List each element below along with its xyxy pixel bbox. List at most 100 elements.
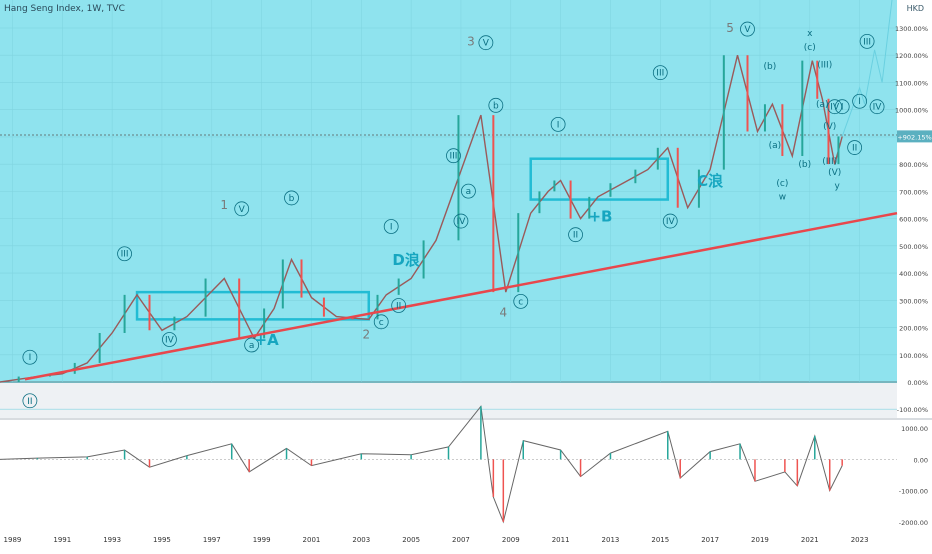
y-tick-label: 800.00% <box>899 161 928 169</box>
wave-label: +A <box>255 331 280 349</box>
x-tick-label: 1997 <box>203 536 221 544</box>
wave-label: II <box>27 397 32 407</box>
wave-label-circle <box>827 99 843 115</box>
wave-label: (a) <box>816 100 829 110</box>
y-tick-label: 1300.00% <box>895 25 928 33</box>
indicator-y-tick-label: -1000.00 <box>899 488 928 496</box>
wave-label: V <box>483 39 490 49</box>
wave-label: 1 <box>220 198 228 212</box>
series-layer <box>0 0 893 383</box>
wave-label-circle <box>869 99 885 115</box>
wave-label: IV <box>165 336 175 346</box>
indicator-series-line <box>0 405 843 524</box>
channel-layer <box>135 157 670 321</box>
last-value-badge-text: +902.15% <box>897 133 931 141</box>
wave-label: 4 <box>499 306 507 320</box>
wave-label: (b) <box>764 62 777 72</box>
wave-label: c <box>518 297 523 307</box>
wave-label: IV <box>666 217 676 227</box>
x-tick-label: 2019 <box>751 536 769 544</box>
wave-channel-box <box>529 157 670 201</box>
wave-label-circle <box>652 65 668 81</box>
wave-label-circle <box>22 393 38 409</box>
x-tick-label: 2021 <box>801 536 819 544</box>
plot-lower-band <box>0 383 897 418</box>
y-tick-label: 1100.00% <box>895 79 928 87</box>
wave-label-circle <box>513 293 529 309</box>
x-tick-label: 1989 <box>4 536 22 544</box>
wave-label-circle <box>117 246 132 262</box>
currency-label: HKD <box>906 4 924 13</box>
x-tick-label: 2003 <box>352 536 370 544</box>
wave-label: (III) <box>817 60 832 70</box>
support-trendline <box>24 211 898 381</box>
y-tick-label: -100.00% <box>897 406 928 414</box>
x-tick-label: 2015 <box>651 536 669 544</box>
wave-label: (c) <box>804 43 816 53</box>
x-axis: 1989 1991 1993 1995 1997 1999 2001 2003 2005 2007… <box>4 536 869 544</box>
indicator-background <box>0 420 897 525</box>
indicator-y-tick-label: 1000.00 <box>901 425 928 433</box>
wave-label: b <box>493 101 499 111</box>
wave-label: V <box>744 25 751 35</box>
x-tick-label: 2007 <box>452 536 470 544</box>
wave-label: II <box>396 301 401 311</box>
wave-label: x <box>807 29 813 39</box>
projection-path <box>841 0 893 137</box>
wave-label: I <box>557 120 560 130</box>
last-value-badge-bg <box>897 130 932 143</box>
wave-label: w <box>779 193 786 203</box>
wave-label: III <box>863 37 871 47</box>
y-tick-label: 100.00% <box>899 352 928 360</box>
wave-label: I <box>858 97 861 107</box>
y-tick-label: 0.00% <box>907 379 928 387</box>
wave-label-circle <box>662 213 678 229</box>
wave-label: III <box>656 69 664 79</box>
wave-label-circle <box>162 332 177 347</box>
wave-channel-box <box>135 290 371 321</box>
y-tick-label: 600.00% <box>899 216 928 224</box>
wave-label: III <box>449 152 457 162</box>
axis-background <box>897 0 932 550</box>
x-tick-label: 2009 <box>502 536 520 544</box>
wave-label: a <box>249 341 255 351</box>
wave-label: y <box>835 182 841 192</box>
wave-label-circle <box>859 33 875 49</box>
y-tick-label: 200.00% <box>899 325 928 333</box>
y-tick-label: 700.00% <box>899 188 928 196</box>
wave-label: (b) <box>798 160 811 170</box>
wave-label-circle <box>847 140 863 155</box>
wave-label-circle <box>373 314 389 330</box>
wave-label-circle <box>284 190 299 206</box>
y-axis: 1300.00%1200.00%1100.00%1000.00%900.00%8… <box>895 25 928 414</box>
wave-label: c <box>379 318 384 328</box>
wave-label-circle <box>446 148 461 164</box>
wave-label: 2 <box>362 327 370 341</box>
last-value-badge: +902.15% <box>897 130 932 143</box>
wave-label-circle <box>740 21 755 37</box>
wave-label: IV <box>873 103 883 113</box>
wave-label: (V) <box>823 122 836 132</box>
wave-label-circle <box>834 99 850 115</box>
wave-label: I <box>841 103 844 113</box>
wave-label-circle <box>234 201 250 217</box>
wave-label: a <box>466 187 472 197</box>
trendline-layer <box>24 211 898 381</box>
wave-label-circle <box>453 213 469 229</box>
x-tick-label: 2023 <box>851 536 869 544</box>
wave-label-circle <box>478 35 494 51</box>
wave-label: (V) <box>828 168 841 178</box>
indicator-y-tick-label: 0.00 <box>914 456 928 464</box>
x-tick-label: 1991 <box>53 536 71 544</box>
wave-label: II <box>573 231 578 241</box>
x-tick-label: 1995 <box>153 536 171 544</box>
wave-label: +B <box>588 207 612 225</box>
wave-label: (c) <box>776 179 788 189</box>
wave-label: V <box>239 205 246 215</box>
wave-label-circle <box>22 349 38 365</box>
wave-label-circle <box>488 97 504 113</box>
wave-label-circle <box>391 298 407 313</box>
wave-label: (a) <box>769 141 782 151</box>
